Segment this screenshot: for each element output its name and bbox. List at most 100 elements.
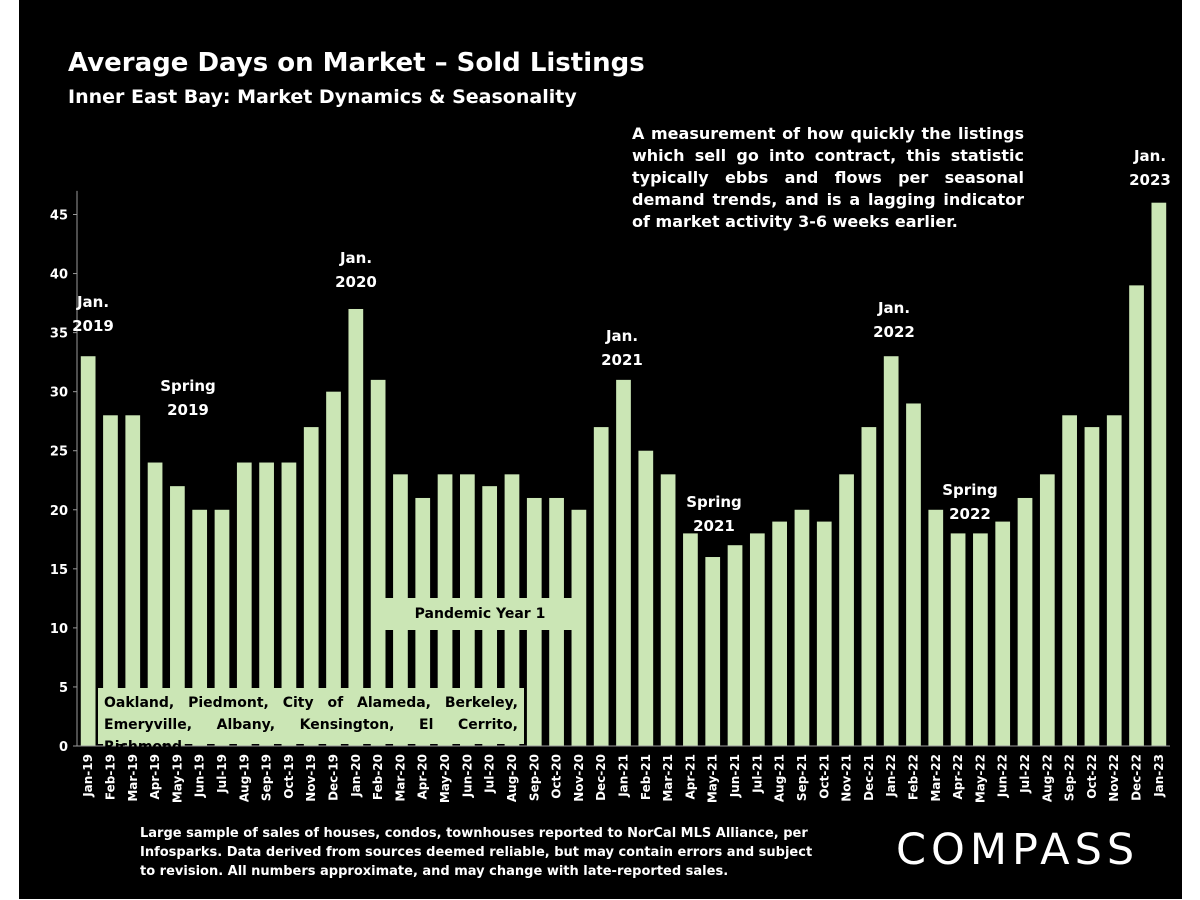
bar-Mar-21 bbox=[660, 474, 676, 746]
bars-group bbox=[80, 202, 1167, 746]
x-tick-label: May-21 bbox=[706, 754, 720, 803]
x-tick-label: Oct-20 bbox=[550, 754, 564, 799]
bar-Apr-21 bbox=[683, 533, 698, 746]
annotation-spring-2021: Spring 2021 bbox=[686, 493, 742, 535]
bar-Jul-19 bbox=[214, 509, 230, 746]
x-tick-label: Apr-20 bbox=[416, 754, 430, 799]
x-tick-label: Aug-19 bbox=[237, 754, 251, 802]
bar-Oct-19 bbox=[281, 462, 297, 746]
bar-Jan-21 bbox=[616, 379, 631, 746]
annotation-jan-2022: Jan. 2022 bbox=[873, 299, 915, 341]
bar-Aug-19 bbox=[236, 462, 252, 746]
bar-Feb-20 bbox=[370, 379, 386, 746]
regions-line-2: Emeryville, Albany, Kensington, El Cerri… bbox=[104, 717, 518, 755]
annotation-jan-2023: Jan. 2023 bbox=[1129, 147, 1171, 189]
compass-logo: COMPASS bbox=[896, 825, 1140, 875]
y-tick-label: 5 bbox=[59, 681, 68, 696]
bar-Dec-22 bbox=[1129, 285, 1144, 746]
bar-Nov-22 bbox=[1106, 415, 1122, 746]
x-tick-label: Dec-22 bbox=[1130, 754, 1144, 801]
bar-Jun-19 bbox=[192, 509, 208, 746]
y-tick-label: 40 bbox=[50, 268, 68, 283]
bar-Feb-22 bbox=[906, 403, 921, 746]
x-tick-label: Sep-21 bbox=[795, 754, 809, 801]
y-tick-label: 20 bbox=[50, 504, 68, 519]
bar-Jun-21 bbox=[727, 545, 743, 746]
x-tick-label: Sep-19 bbox=[260, 754, 274, 801]
x-tick-label: Feb-21 bbox=[639, 754, 653, 800]
bar-Aug-22 bbox=[1039, 474, 1055, 746]
x-tick-label: Jul-20 bbox=[483, 754, 497, 794]
regions-label: Oakland, Piedmont, City of Alameda, Berk… bbox=[98, 688, 524, 755]
bar-Sep-19 bbox=[259, 462, 274, 746]
bar-Jun-22 bbox=[995, 521, 1011, 746]
x-tick-label: Apr-22 bbox=[951, 754, 965, 799]
x-tick-label: Feb-19 bbox=[103, 754, 117, 800]
x-tick-label: May-22 bbox=[973, 754, 987, 803]
x-tick-label: Feb-22 bbox=[906, 754, 920, 800]
x-tick-label: Jan-20 bbox=[349, 754, 363, 798]
bar-Feb-21 bbox=[638, 450, 654, 746]
regions-line-1: Oakland, Piedmont, City of Alameda, Berk… bbox=[104, 695, 518, 711]
y-tick-label: 10 bbox=[50, 622, 68, 637]
bar-Apr-19 bbox=[147, 462, 163, 746]
x-tick-label: Nov-21 bbox=[840, 754, 854, 802]
bar-Mar-19 bbox=[125, 415, 141, 746]
x-tick-label: Dec-19 bbox=[327, 754, 341, 801]
chart-description: A measurement of how quickly the listing… bbox=[632, 124, 1024, 231]
bar-Jan-22 bbox=[883, 356, 899, 746]
bar-Jul-21 bbox=[749, 533, 765, 746]
x-tick-label: Jul-22 bbox=[1018, 754, 1032, 794]
bar-Sep-22 bbox=[1062, 415, 1077, 746]
y-axis: 0 5 10 15 20 25 30 35 40 45 bbox=[50, 190, 78, 755]
bar-Apr-22 bbox=[950, 533, 966, 746]
x-tick-label: Jan-19 bbox=[81, 754, 95, 798]
bar-Nov-20 bbox=[571, 509, 587, 746]
x-tick-label: Jan-22 bbox=[884, 754, 898, 798]
x-tick-label: Aug-20 bbox=[505, 754, 519, 802]
x-tick-label: Oct-21 bbox=[817, 754, 831, 799]
x-tick-label: Dec-20 bbox=[594, 754, 608, 801]
bar-Feb-19 bbox=[103, 415, 118, 746]
pandemic-label: Pandemic Year 1 bbox=[385, 598, 575, 630]
x-tick-label: Mar-21 bbox=[661, 754, 675, 802]
x-tick-label: May-20 bbox=[438, 754, 452, 803]
x-tick-label: Jun-22 bbox=[996, 754, 1010, 798]
bar-Nov-19 bbox=[303, 427, 319, 746]
bar-Nov-21 bbox=[839, 474, 854, 746]
x-tick-label: Apr-19 bbox=[148, 754, 162, 799]
x-axis: Jan-19 Feb-19 Mar-19 Apr-19 May-19 Jun-19 Jul-… bbox=[77, 745, 1170, 803]
x-tick-label: Jun-21 bbox=[728, 754, 742, 798]
bar-May-19 bbox=[170, 486, 185, 746]
x-tick-label: May-19 bbox=[170, 754, 184, 803]
bar-Jul-22 bbox=[1017, 497, 1033, 746]
bar-Jan-20 bbox=[348, 308, 364, 746]
chart-title: Average Days on Market – Sold Listings bbox=[68, 48, 645, 78]
bar-Aug-21 bbox=[772, 521, 787, 746]
bar-Jan-19 bbox=[80, 356, 96, 746]
x-tick-label: Jan-23 bbox=[1152, 754, 1166, 798]
bar-Dec-20 bbox=[593, 427, 609, 746]
x-tick-label: Oct-19 bbox=[282, 754, 296, 799]
annotation-spring-2019: Spring 2019 bbox=[160, 377, 216, 419]
x-tick-label: Sep-22 bbox=[1063, 754, 1077, 801]
y-tick-label: 35 bbox=[50, 327, 68, 342]
y-tick-label: 0 bbox=[59, 740, 68, 755]
x-tick-label: Mar-20 bbox=[393, 754, 407, 802]
x-tick-label: Jan-21 bbox=[617, 754, 631, 798]
x-tick-label: Aug-21 bbox=[773, 754, 787, 802]
footer-note: Large sample of sales of houses, condos,… bbox=[140, 826, 813, 879]
x-tick-label: Mar-22 bbox=[929, 754, 943, 802]
x-tick-label: Nov-20 bbox=[572, 754, 586, 802]
x-tick-label: Nov-22 bbox=[1107, 754, 1121, 802]
x-tick-label: Apr-21 bbox=[683, 754, 697, 799]
x-tick-label: Aug-22 bbox=[1040, 754, 1054, 802]
y-tick-label: 25 bbox=[50, 445, 68, 460]
bar-Jan-23 bbox=[1151, 202, 1167, 746]
x-tick-label: Sep-20 bbox=[527, 754, 541, 801]
bar-Mar-22 bbox=[928, 509, 944, 746]
x-tick-label: Jun-20 bbox=[460, 754, 474, 798]
bar-Oct-22 bbox=[1084, 427, 1100, 746]
bar-Sep-21 bbox=[794, 509, 810, 746]
